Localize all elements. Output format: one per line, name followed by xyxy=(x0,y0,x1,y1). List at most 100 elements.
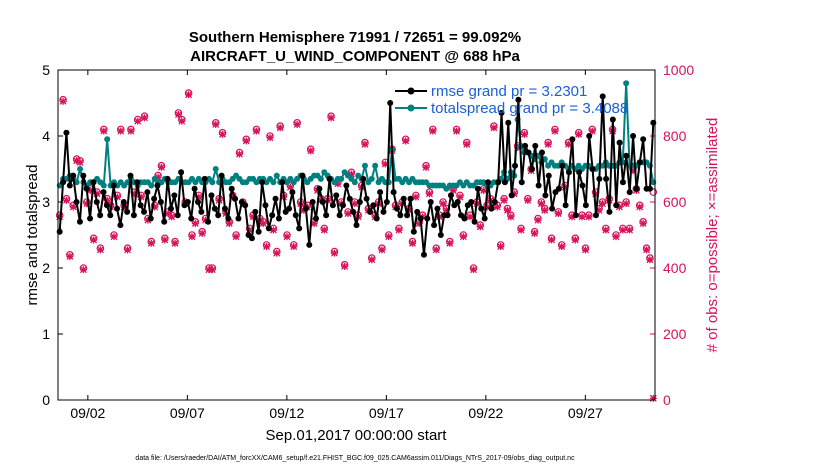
obs-assimilated-marker xyxy=(235,150,243,158)
obs-assimilated-marker xyxy=(164,210,172,218)
rmse-point xyxy=(491,199,498,205)
rmse-point xyxy=(350,208,357,215)
rmse-point xyxy=(221,205,228,212)
obs-assimilated-marker xyxy=(385,233,393,241)
rmse-point xyxy=(606,208,613,215)
rmse-point xyxy=(252,208,259,215)
obs-assimilated-marker xyxy=(439,200,447,208)
obs-assimilated-marker xyxy=(259,219,267,227)
obs-assimilated-marker xyxy=(140,114,148,122)
obs-assimilated-marker xyxy=(561,183,569,191)
obs-assimilated-marker xyxy=(629,167,637,175)
rmse-point xyxy=(299,172,306,179)
x-axis: 09/02 09/07 09/12 09/17 09/22 09/27 xyxy=(70,70,603,421)
obs-assimilated-marker xyxy=(110,233,118,241)
obs-assimilated-marker xyxy=(252,127,260,135)
obs-assimilated-marker xyxy=(459,233,467,241)
rmse-point xyxy=(636,159,643,166)
chart-subtitle: AIRCRAFT_U_WIND_COMPONENT @ 688 hPa xyxy=(190,48,520,65)
rmse-point xyxy=(289,189,296,196)
obs-assimilated-marker xyxy=(144,216,152,224)
rmse-point xyxy=(522,142,529,149)
obs-assimilated-marker xyxy=(585,213,593,221)
rmse-point xyxy=(515,96,522,103)
rmse-point xyxy=(495,179,502,186)
obs-assimilated-marker xyxy=(286,183,294,191)
obs-assimilated-marker xyxy=(558,243,566,251)
obs-assimilated-marker xyxy=(246,226,254,234)
rmse-point xyxy=(380,208,387,215)
obs-assimilated-marker xyxy=(185,91,193,99)
obs-assimilated-marker xyxy=(381,160,389,168)
rmse-point xyxy=(434,205,441,212)
rmse-point xyxy=(73,199,80,205)
rmse-point xyxy=(151,195,158,202)
rmse-point xyxy=(235,215,242,222)
totalspread-point xyxy=(372,162,379,169)
rmse-point xyxy=(329,202,336,209)
rmse-point xyxy=(646,185,653,192)
x-tick-label: 09/17 xyxy=(369,405,404,421)
rmse-point xyxy=(420,251,427,258)
obs-assimilated-marker xyxy=(524,196,532,204)
totalspread-point xyxy=(148,182,155,189)
rmse-point xyxy=(417,215,424,222)
obs-assimilated-marker xyxy=(202,216,210,224)
rmse-point xyxy=(410,228,417,235)
x-tick-label: 09/02 xyxy=(70,405,105,421)
obs-assimilated-marker xyxy=(493,203,501,211)
obs-assimilated-marker xyxy=(575,130,583,138)
rmse-series xyxy=(56,93,657,258)
totalspread-point xyxy=(100,182,107,189)
obs-assimilated-marker xyxy=(168,213,176,221)
rmse-point xyxy=(508,192,515,199)
rmse-point xyxy=(383,199,390,205)
obs-assimilated-marker xyxy=(307,147,315,155)
obs-assimilated-marker xyxy=(100,127,108,135)
rmse-point xyxy=(437,232,444,238)
rmse-point xyxy=(103,202,110,209)
rmse-point xyxy=(414,208,421,215)
obs-assimilated-marker xyxy=(595,206,603,214)
obs-assimilated-marker xyxy=(422,163,430,171)
totalspread-point xyxy=(351,179,358,186)
rmse-point xyxy=(124,208,131,215)
rmse-point xyxy=(198,208,205,215)
rmse-point xyxy=(110,182,117,189)
rmse-point xyxy=(370,202,377,209)
rmse-point xyxy=(630,133,637,139)
obs-assimilated-marker xyxy=(310,219,318,227)
legend-spread-label: totalspread grand pr = 3.4088 xyxy=(431,100,628,117)
obs-assimilated-marker xyxy=(500,196,508,204)
obs-assimilated-marker xyxy=(554,210,562,218)
rmse-point xyxy=(505,119,512,126)
x-tick-label: 09/07 xyxy=(170,405,205,421)
y-right-tick-label: 400 xyxy=(663,260,687,276)
obs-assimilated-marker xyxy=(537,200,545,208)
obs-assimilated-marker xyxy=(154,173,162,181)
y-left-tick-label: 1 xyxy=(42,326,50,342)
obs-assimilated-marker xyxy=(137,193,145,201)
obs-assimilated-marker xyxy=(290,243,298,251)
rmse-point xyxy=(194,199,201,205)
rmse-point xyxy=(501,179,508,186)
obs-assimilated-marker xyxy=(592,190,600,198)
obs-assimilated-marker xyxy=(534,216,542,224)
rmse-point xyxy=(167,205,174,212)
rmse-point xyxy=(164,175,171,182)
legend-rmse-marker xyxy=(407,87,415,95)
obs-assimilated-marker xyxy=(134,117,142,125)
x-tick-label: 09/27 xyxy=(568,405,603,421)
rmse-point xyxy=(555,185,562,192)
rmse-point xyxy=(205,218,212,225)
obs-assimilated-marker xyxy=(263,243,271,251)
rmse-point xyxy=(201,175,208,182)
rmse-point xyxy=(157,199,164,205)
obs-assimilated-marker xyxy=(83,200,91,208)
rmse-point xyxy=(174,212,181,219)
rmse-point xyxy=(306,241,313,248)
rmse-point xyxy=(481,215,488,222)
rmse-point xyxy=(208,192,215,199)
rmse-point xyxy=(424,215,431,222)
